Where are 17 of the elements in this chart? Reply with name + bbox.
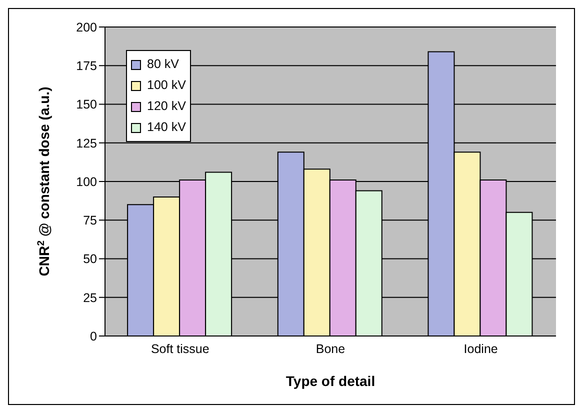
y-tick-label: 150 (76, 98, 98, 112)
legend-label: 140 kV (147, 119, 186, 136)
x-axis-title: Type of detail (286, 373, 376, 389)
x-tick-label: Bone (316, 342, 346, 356)
y-tick-label: 175 (76, 59, 98, 74)
y-tick-label: 125 (76, 136, 98, 150)
legend-label: 80 kV (147, 56, 179, 73)
y-tick-label: 75 (83, 214, 98, 228)
y-tick-label: 50 (83, 252, 98, 266)
y-tick-label: 25 (83, 290, 98, 305)
y-tick-label: 0 (90, 329, 98, 344)
x-tick-label: Iodine (464, 342, 498, 356)
y-tick-label: 200 (76, 20, 98, 34)
legend-label: 100 kV (147, 77, 186, 94)
x-tick-label: Soft tissue (150, 342, 210, 356)
y-tick-label: 100 (76, 174, 98, 189)
legend-label: 120 kV (147, 98, 186, 115)
